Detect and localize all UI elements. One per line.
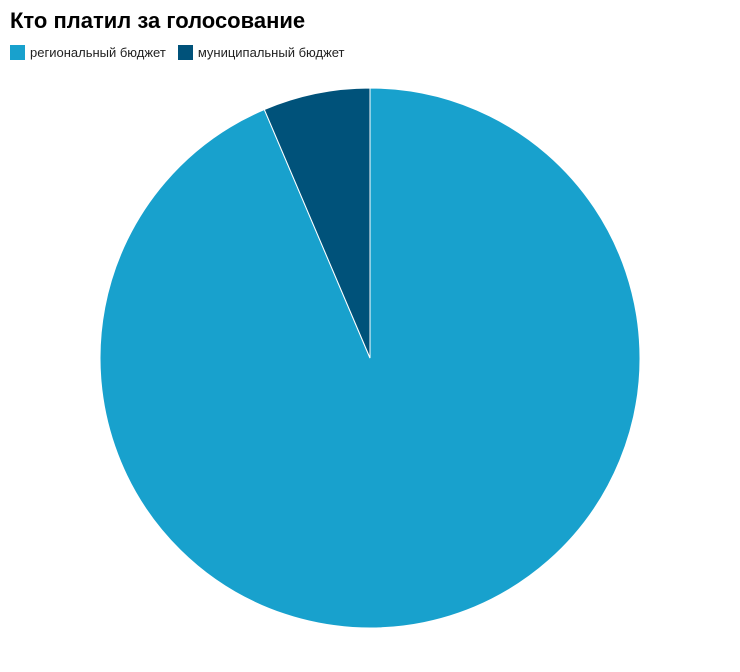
legend-swatch [177,45,193,60]
legend-swatch [10,45,25,60]
legend-label: региональный бюджет [30,45,166,60]
legend-label: муниципальный бюджет [197,45,345,60]
legend-item-municipal[interactable]: муниципальный бюджет [177,45,345,60]
legend: региональный бюджет муниципальный бюджет [10,45,345,60]
pie-slice-1[interactable] [263,87,371,359]
chart-title: Кто платил за голосование [10,8,306,33]
legend-item-regional[interactable]: региональный бюджет [10,45,166,60]
